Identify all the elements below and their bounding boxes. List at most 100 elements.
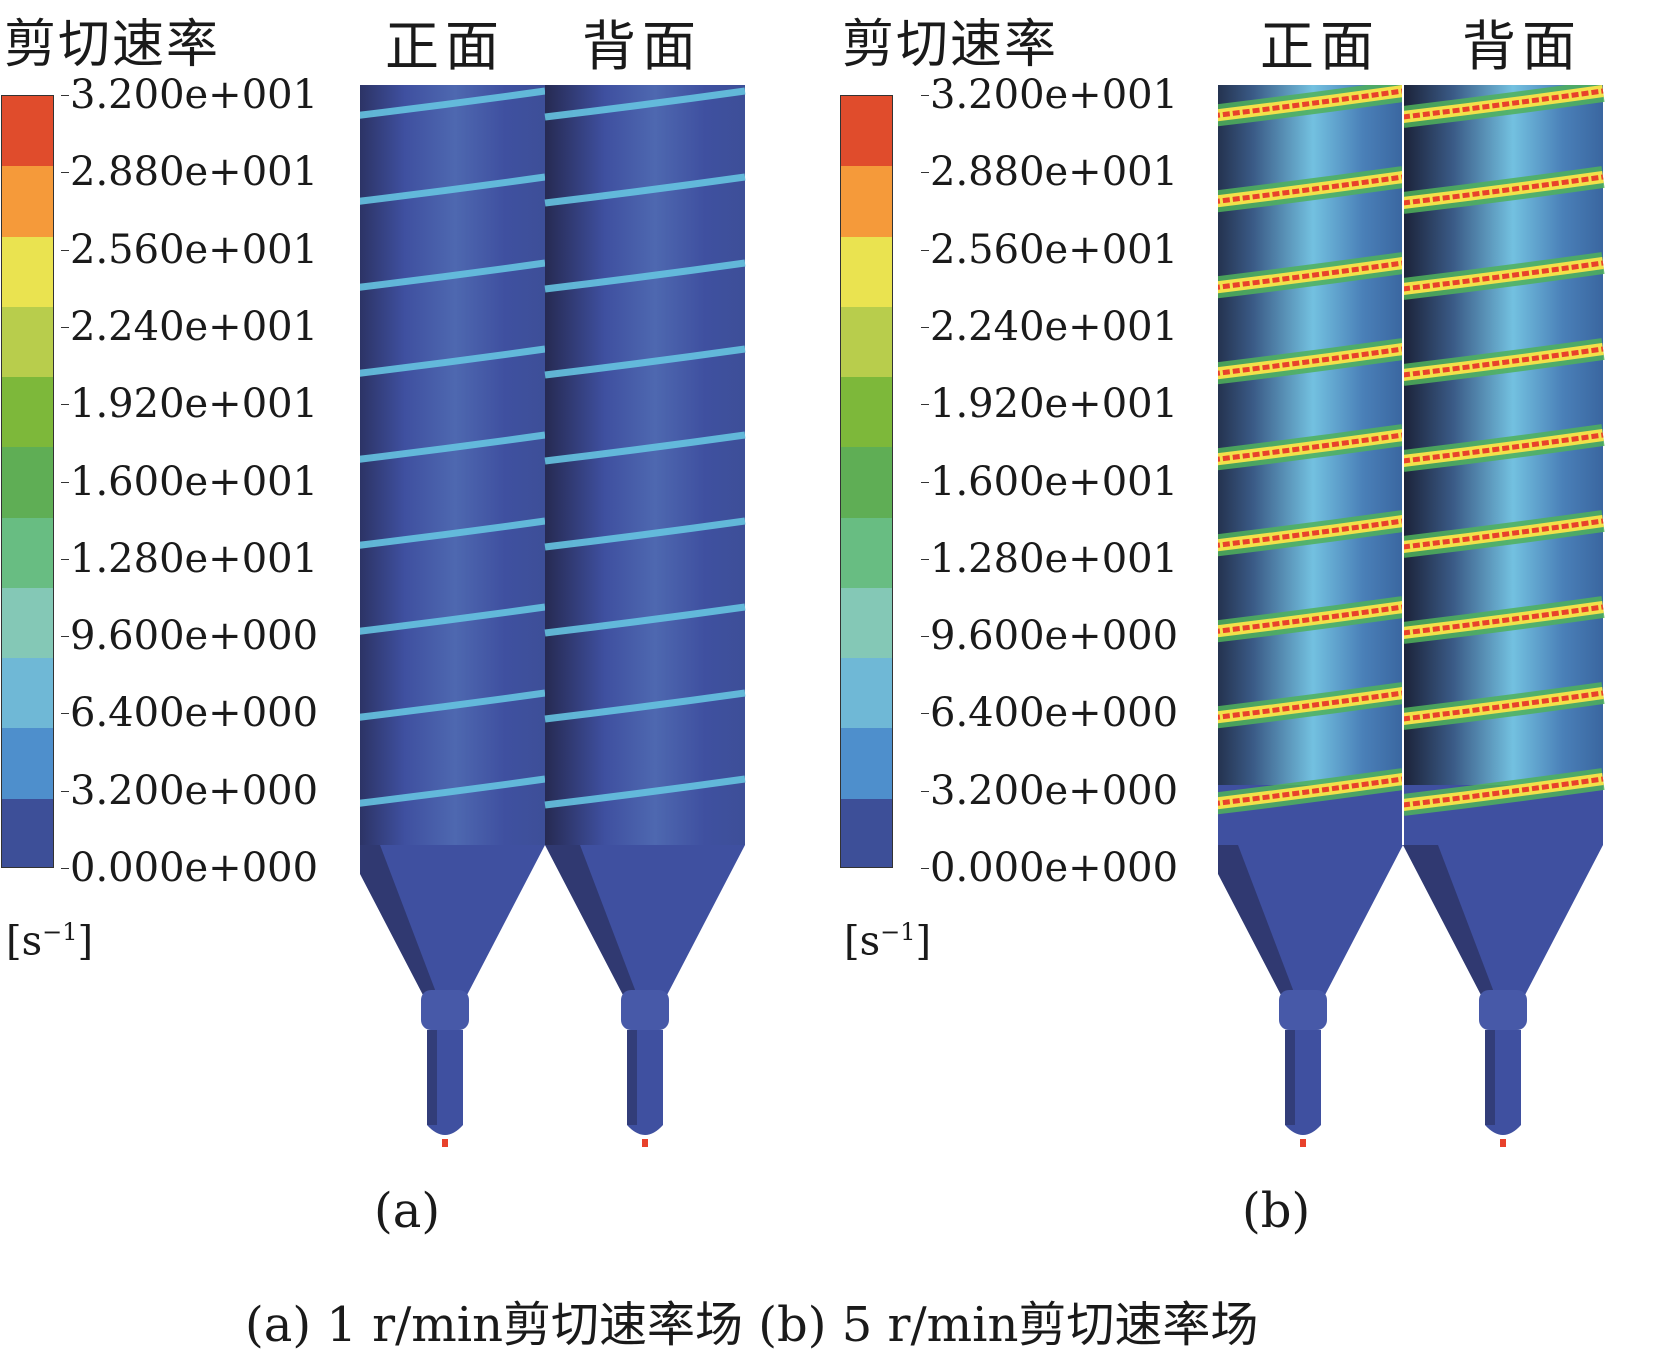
outlet-hotspot <box>442 1139 448 1147</box>
shear-band <box>360 87 546 119</box>
unit-label: [s−1] <box>6 918 94 965</box>
colorbar-tick-label: 2.560e+001 <box>60 226 319 273</box>
outlet-tip <box>427 1125 463 1135</box>
outlet-neck <box>1279 990 1327 1030</box>
shear-band <box>544 689 746 723</box>
colorbar-tick-label: 6.400e+000 <box>60 690 319 737</box>
shear-band-core <box>1402 604 1604 636</box>
subfigure-label-a: (a) <box>374 1183 441 1239</box>
shear-band-core <box>1218 174 1404 204</box>
outlet-shade <box>1285 1030 1295 1125</box>
outlet-neck <box>421 990 469 1030</box>
shear-band <box>360 775 546 807</box>
unit-label: [s−1] <box>844 918 932 965</box>
cone <box>545 845 745 995</box>
shear-band <box>544 259 746 293</box>
colorbar-band <box>841 306 892 378</box>
panel-b: 剪切速率 正面 背面 3.200e+001 2.880e+001 2.560e+00… <box>840 0 1653 1250</box>
shear-band-core <box>1402 776 1604 808</box>
shear-band-core <box>1218 776 1404 806</box>
outlet-shade <box>1485 1030 1495 1125</box>
shear-band <box>544 775 746 809</box>
view-label-front: 正面 <box>1260 15 1380 78</box>
colorbar-band <box>2 798 53 867</box>
front-view <box>360 85 546 1147</box>
outlet-tip <box>1285 1125 1321 1135</box>
colorbar-tick-label: 2.880e+001 <box>60 149 319 196</box>
outlet-shade <box>627 1030 637 1125</box>
shear-band-core <box>1218 690 1404 720</box>
outlet-hotspot <box>1500 1139 1506 1147</box>
colorbar-tick-label: 0.000e+000 <box>920 845 1179 891</box>
colorbar-tick-label: 2.240e+001 <box>920 303 1179 350</box>
colorbar-band <box>841 587 892 659</box>
cone-shade <box>545 845 637 995</box>
colorbar-tick-label: 3.200e+001 <box>920 72 1179 118</box>
shear-band-core <box>1218 518 1404 548</box>
outlet-tip <box>1485 1125 1521 1135</box>
shear-band <box>544 431 746 465</box>
figure-caption: (a) 1 r/min剪切速率场 (b) 5 r/min剪切速率场 <box>245 1297 1259 1353</box>
colorbar-band <box>2 587 53 659</box>
colorbar-tick-label: 6.400e+000 <box>920 690 1179 737</box>
colorbar-band <box>2 447 53 519</box>
front-view <box>1218 85 1405 1147</box>
colorbar-band <box>2 728 53 800</box>
colorbar-tick-label: 2.240e+001 <box>60 303 319 350</box>
colorbar-tick-label: 1.280e+001 <box>60 535 319 582</box>
legend-title: 剪切速率 <box>4 15 221 75</box>
shear-band-core <box>1402 518 1604 550</box>
shear-band-core <box>1402 346 1604 378</box>
shear-band <box>360 173 546 205</box>
colorbar-tick-label: 9.600e+000 <box>60 613 319 660</box>
shear-band <box>360 603 546 635</box>
subfigure-label-b: (b) <box>1242 1183 1311 1239</box>
cylinder-body <box>360 85 545 845</box>
colorbar-band <box>2 517 53 589</box>
colorbar-band <box>2 377 53 448</box>
shear-band-core <box>1402 260 1604 292</box>
shear-band <box>544 173 746 207</box>
colorbar-band <box>841 658 892 729</box>
cone <box>1403 845 1603 995</box>
colorbar-band <box>2 96 53 167</box>
vessel-render-b <box>1218 85 1605 1147</box>
panel-a: 剪切速率 正面 背面 3.200e+001 2.880e+001 2.560e+00… <box>0 0 820 1250</box>
shear-band <box>360 259 546 291</box>
outlet-hotspot <box>642 1139 648 1147</box>
shear-band-core <box>1218 260 1404 290</box>
shear-band-core <box>1402 690 1604 722</box>
outlet-tip <box>627 1125 663 1135</box>
shear-band-core <box>1218 88 1404 118</box>
back-view <box>544 85 746 1147</box>
shear-band <box>544 345 746 379</box>
shear-band-core <box>1218 604 1404 634</box>
shear-band-core <box>1402 174 1604 206</box>
shear-band <box>360 431 546 463</box>
colorbar-tick-label: 1.600e+001 <box>60 458 319 505</box>
colorbar-tick-label: 2.880e+001 <box>920 149 1179 196</box>
back-view <box>1401 85 1605 1147</box>
colorbar-tick-label: 1.280e+001 <box>920 535 1179 582</box>
view-label-back: 背面 <box>582 15 702 78</box>
outlet-hotspot <box>1300 1139 1306 1147</box>
colorbar-band <box>841 166 892 238</box>
shear-band <box>544 87 746 121</box>
outlet-shade <box>427 1030 437 1125</box>
shear-band-core <box>1218 346 1404 376</box>
colorbar-tick-label: 9.600e+000 <box>920 613 1179 660</box>
colorbar <box>840 95 893 868</box>
shear-band <box>360 345 546 377</box>
cone-shade <box>1218 845 1295 995</box>
cone-shade <box>1403 845 1495 995</box>
shear-band <box>360 517 546 549</box>
colorbar-tick-label: 2.560e+001 <box>920 226 1179 273</box>
colorbar-band <box>841 447 892 519</box>
colorbar-tick-label: 3.200e+000 <box>60 767 319 814</box>
colorbar-band <box>841 728 892 800</box>
colorbar-labels: 3.200e+001 2.880e+001 2.560e+001 2.240e+001… <box>60 75 330 888</box>
colorbar-tick-label: 1.600e+001 <box>920 458 1179 505</box>
shear-band <box>360 689 546 721</box>
view-label-back: 背面 <box>1462 15 1582 78</box>
shear-band-core <box>1218 432 1404 462</box>
